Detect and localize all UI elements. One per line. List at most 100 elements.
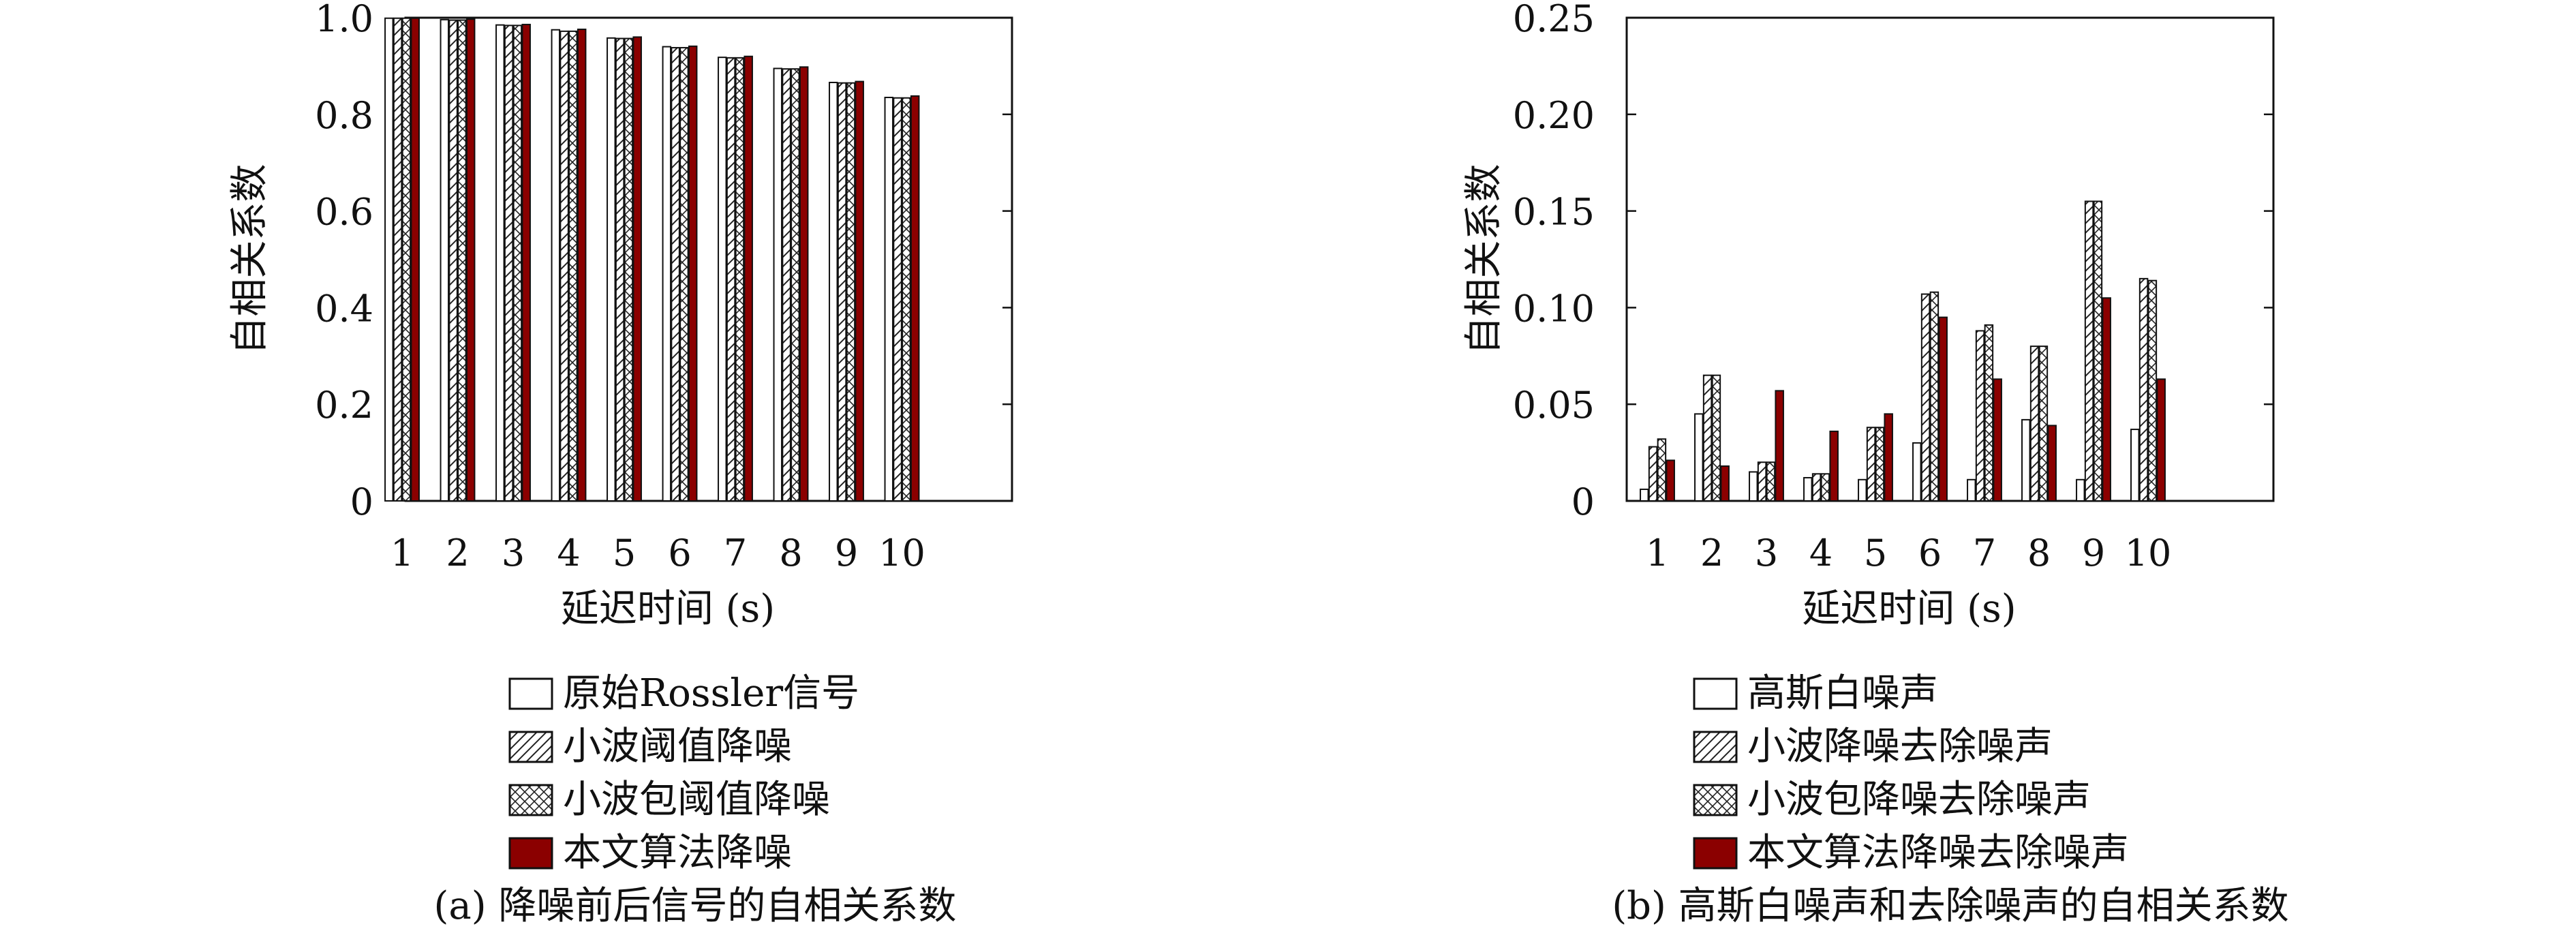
x-tick-label: 4: [1809, 532, 1833, 574]
bar: [884, 96, 894, 502]
bar: [2047, 425, 2057, 502]
bar: [440, 18, 450, 502]
legend-swatch: [508, 784, 553, 816]
y-tick-label: 0: [1571, 480, 1595, 523]
legend-label: 小波包降噪去除噪声: [1747, 778, 2091, 822]
y-tick-label: 0: [350, 480, 373, 523]
bar: [1993, 378, 2002, 502]
x-tick-label: 1: [390, 532, 414, 574]
bar: [799, 66, 809, 502]
bar: [1929, 291, 1939, 502]
bar: [607, 37, 616, 502]
y-tick-label: 0.05: [1513, 384, 1595, 427]
bar: [577, 29, 587, 502]
x-tick-label: 10: [2125, 532, 2172, 574]
legend-swatch: [508, 731, 553, 763]
chart-autocorr-signal: 0 0.2 0.4 0.6 0.8 1.0 1 2 3 4 5 6 7 8 9 10 延迟时间 (s) 自相关系数…: [228, 0, 1013, 928]
bar: [2093, 200, 2103, 502]
bar: [1866, 427, 1876, 502]
bar: [1694, 413, 1704, 502]
legend-label: 本文算法降噪: [563, 831, 792, 875]
legend-label: 高斯白噪声: [1747, 671, 1938, 716]
bar: [662, 46, 672, 502]
bar: [1875, 427, 1885, 502]
x-tick-label: 1: [1646, 532, 1669, 574]
bar: [910, 95, 920, 502]
bar: [688, 45, 698, 502]
bar: [1775, 390, 1784, 502]
bar: [782, 68, 791, 502]
bar: [559, 30, 569, 502]
bar: [410, 17, 420, 502]
bar: [735, 57, 745, 502]
bar: [1967, 478, 1976, 502]
bar: [1975, 330, 1985, 502]
bar: [1912, 442, 1922, 502]
bar: [1702, 374, 1713, 502]
y-tick-label: 0.4: [315, 287, 373, 330]
bar: [1803, 476, 1813, 502]
x-tick-label: 10: [878, 532, 925, 574]
legend-swatch: [508, 837, 553, 870]
bar: [743, 55, 753, 502]
bar: [568, 30, 578, 502]
bar: [1811, 473, 1822, 502]
bar: [1666, 459, 1675, 502]
bar: [791, 68, 800, 502]
bar: [1720, 465, 1730, 502]
bar: [671, 46, 680, 502]
bar: [837, 82, 847, 502]
bar: [1920, 293, 1931, 502]
legend-label: 原始Rossler信号: [563, 671, 859, 716]
bar: [504, 25, 514, 502]
bar: [2038, 346, 2049, 502]
x-tick-label: 5: [613, 532, 636, 574]
y-tick-label: 0.15: [1513, 191, 1595, 234]
y-tick-label: 0.10: [1513, 287, 1595, 330]
bar: [1640, 488, 1649, 502]
legend-label: 本文算法降噪去除噪声: [1747, 831, 2129, 875]
bar: [2147, 279, 2158, 502]
y-tick-label: 0.6: [315, 191, 373, 234]
x-tick-label: 6: [668, 532, 691, 574]
bar: [624, 37, 634, 502]
x-tick-label: 3: [1755, 532, 1778, 574]
y-axis-label: 自相关系数: [1462, 164, 1506, 355]
bar: [521, 23, 531, 502]
legend-label: 小波包阈值降噪: [563, 778, 830, 822]
bar: [1858, 478, 1867, 502]
bar: [465, 18, 476, 502]
bar: [384, 17, 394, 502]
bar: [2102, 297, 2111, 502]
plot-frame: [1625, 16, 2275, 502]
bar: [2021, 418, 2031, 502]
bar: [393, 17, 403, 502]
bar: [1749, 471, 1758, 502]
bar: [679, 46, 689, 502]
y-tick-label: 0.25: [1513, 0, 1595, 40]
y-tick-label: 0.20: [1513, 94, 1595, 137]
x-tick-label: 7: [724, 532, 747, 574]
bar: [2156, 378, 2166, 502]
x-tick-label: 6: [1918, 532, 1942, 574]
bar: [846, 82, 856, 502]
bar: [1648, 446, 1658, 502]
bar: [2138, 277, 2149, 502]
x-axis-label: 延迟时间 (s): [561, 587, 775, 631]
x-tick-label: 3: [502, 532, 525, 574]
bar: [1766, 461, 1776, 502]
x-tick-label: 8: [2027, 532, 2051, 574]
bar: [2084, 200, 2094, 502]
bar: [551, 29, 561, 502]
bar: [1711, 374, 1721, 502]
y-tick-label: 0.2: [315, 384, 373, 427]
bar: [1757, 461, 1767, 502]
bar: [902, 97, 911, 502]
bar: [855, 80, 864, 502]
x-tick-label: 9: [835, 532, 858, 574]
y-tick-label: 1.0: [315, 0, 373, 40]
x-tick-label: 5: [1864, 532, 1887, 574]
bar: [512, 25, 523, 502]
legend-swatch: [1693, 837, 1738, 870]
